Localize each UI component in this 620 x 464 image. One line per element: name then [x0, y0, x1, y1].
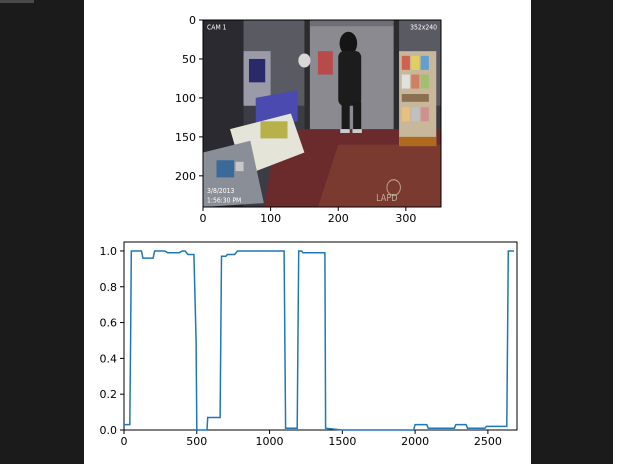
cctv-frame-image: CAM 1 352x240 3/8/2013 1:56:30 PM LAPD: [203, 20, 441, 207]
image-y-tick-label: 100: [175, 92, 196, 105]
image-y-tick-label: 50: [182, 53, 196, 66]
image-axis-ticks: 0 100 200 300 0 50 100 150 200: [175, 14, 416, 225]
line-chart-x-tick-label: 0: [121, 435, 128, 448]
image-y-tick-label: 150: [175, 131, 196, 144]
line-chart-y-tick-label: 1.0: [100, 245, 118, 258]
line-chart-y-tick-label: 0.4: [100, 352, 118, 365]
line-chart-y-tick-label: 0.6: [100, 317, 118, 330]
image-y-tick-label: 0: [189, 14, 196, 27]
line-chart-y-tick-label: 0.0: [100, 424, 118, 437]
overlay-camera: CAM 1: [207, 23, 226, 32]
line-chart: 0 500 1000 1500 2000 2500 0.0 0.2 0.4 0.6 0.8 1.0: [100, 241, 518, 448]
line-chart-y-tick-label: 0.8: [100, 281, 118, 294]
image-x-tick-label: 0: [200, 212, 207, 225]
line-chart-x-tick-label: 2500: [474, 435, 502, 448]
line-chart-x-tick-label: 1000: [256, 435, 284, 448]
right-strip: [531, 0, 613, 464]
overlay-watermark: LAPD: [376, 193, 398, 204]
frame-image-plot: CAM 1 352x240 3/8/2013 1:56:30 PM LAPD 0…: [175, 14, 442, 225]
overlay-resolution: 352x240: [410, 23, 437, 32]
image-axes-frame: [202, 19, 442, 208]
line-chart-y-tick-label: 0.2: [100, 388, 118, 401]
image-x-tick-label: 100: [260, 212, 281, 225]
line-chart-x-tick-label: 500: [186, 435, 207, 448]
overlay-date: 3/8/2013: [207, 187, 234, 196]
line-chart-axis-ticks: 0 500 1000 1500 2000 2500 0.0 0.2 0.4 0.6 0.8 1.0: [100, 245, 502, 448]
overlay-time: 1:56:30 PM: [207, 196, 242, 205]
series-line: [124, 250, 515, 431]
line-chart-x-tick-label: 1500: [328, 435, 356, 448]
line-chart-axes-frame: [123, 241, 518, 431]
corner-mark: [0, 0, 34, 3]
image-x-tick-label: 300: [395, 212, 416, 225]
image-x-tick-label: 200: [328, 212, 349, 225]
line-chart-x-tick-label: 2000: [401, 435, 429, 448]
image-y-tick-label: 200: [175, 170, 196, 183]
right-edge: [613, 0, 620, 464]
